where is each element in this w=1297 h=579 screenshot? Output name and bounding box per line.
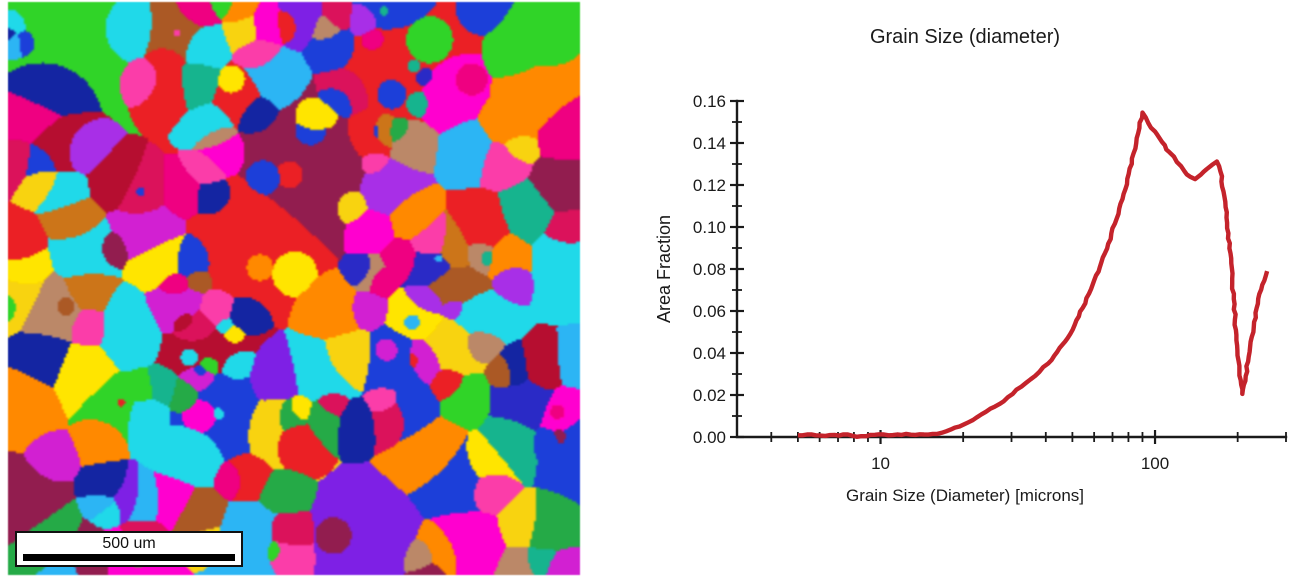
y-axis-tick-label: 0.10 xyxy=(693,218,726,237)
axes: 0.00 0.02 0.04 0.06 0.08 0.10 0.12 0.14 0.16 10 10… xyxy=(693,92,1288,473)
grain-size-chart: Grain Size (diameter) Area Fraction Grai… xyxy=(640,0,1297,579)
scale-bar: 500 um xyxy=(15,531,243,567)
y-axis-tick-label: 0.00 xyxy=(693,428,726,447)
y-axis-tick-label: 0.14 xyxy=(693,134,726,153)
grain-map: 500 um xyxy=(8,2,580,575)
y-axis-tick-label: 0.02 xyxy=(693,386,726,405)
area-fraction-curve xyxy=(797,110,1270,439)
chart-title: Grain Size (diameter) xyxy=(870,26,1060,48)
y-axis-tick-label: 0.06 xyxy=(693,302,726,321)
y-axis-tick-label: 0.08 xyxy=(693,260,726,279)
x-axis-tick-label: 10 xyxy=(871,454,890,473)
y-axis-tick-label: 0.04 xyxy=(693,344,726,363)
y-axis-tick-label: 0.16 xyxy=(693,92,726,111)
y-axis-tick-label: 0.12 xyxy=(693,176,726,195)
y-axis-label: Area Fraction xyxy=(654,215,674,323)
grain-map-image xyxy=(8,2,580,575)
scale-bar-line xyxy=(23,554,235,561)
axis-lines xyxy=(735,99,1288,439)
x-axis-label: Grain Size (Diameter) [microns] xyxy=(846,486,1084,505)
scale-bar-label: 500 um xyxy=(102,535,156,552)
data-curve xyxy=(797,110,1270,439)
grain-size-chart-svg: Grain Size (diameter) Area Fraction Grai… xyxy=(654,26,1288,505)
x-axis-tick-label: 100 xyxy=(1141,454,1169,473)
